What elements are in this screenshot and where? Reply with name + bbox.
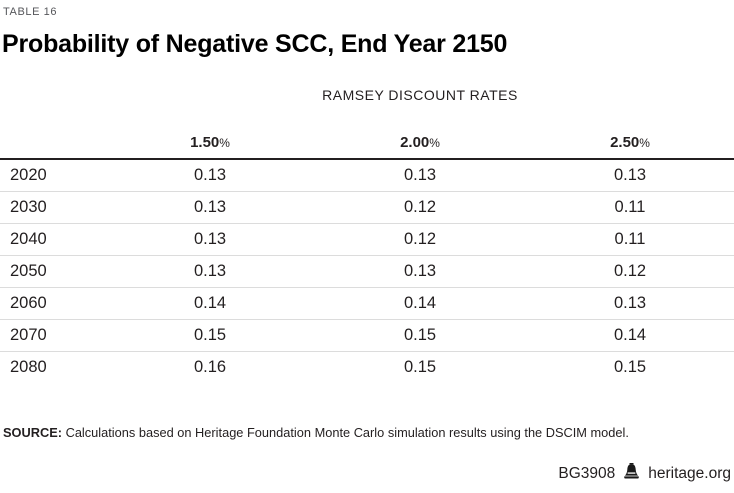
column-header-rate-3: 2.50% xyxy=(525,126,734,160)
row-year: 2050 xyxy=(0,255,105,288)
cell-value: 0.14 xyxy=(525,319,734,352)
cell-value: 0.13 xyxy=(525,158,734,192)
table-row: 2070 0.15 0.15 0.14 xyxy=(0,319,734,352)
footer: BG3908 heritage.org xyxy=(558,463,731,485)
percent-sign: % xyxy=(219,135,230,150)
cell-value: 0.14 xyxy=(105,287,315,320)
cell-value: 0.13 xyxy=(105,158,315,192)
group-header: RAMSEY DISCOUNT RATES xyxy=(322,86,518,103)
cell-value: 0.12 xyxy=(315,191,525,224)
cell-value: 0.11 xyxy=(525,223,734,256)
page-title: Probability of Negative SCC, End Year 21… xyxy=(2,30,508,58)
row-year: 2020 xyxy=(0,158,105,192)
table-number-label: TABLE 16 xyxy=(3,6,58,18)
rate-value: 2.00 xyxy=(400,133,430,151)
table-row: 2050 0.13 0.13 0.12 xyxy=(0,255,734,288)
cell-value: 0.15 xyxy=(105,319,315,352)
percent-sign: % xyxy=(639,135,650,150)
cell-value: 0.12 xyxy=(525,255,734,288)
row-year: 2060 xyxy=(0,287,105,320)
cell-value: 0.13 xyxy=(105,191,315,224)
cell-value: 0.13 xyxy=(315,255,525,288)
cell-value: 0.13 xyxy=(315,158,525,192)
source-text: Calculations based on Heritage Foundatio… xyxy=(65,424,629,440)
cell-value: 0.15 xyxy=(403,357,437,376)
site-link: heritage.org xyxy=(648,465,731,482)
row-year: 2040 xyxy=(0,223,105,256)
table-row: 2020 0.13 0.13 0.13 xyxy=(0,158,734,192)
source-note: SOURCE: Calculations based on Heritage F… xyxy=(3,425,734,440)
rate-value: 1.50 xyxy=(190,133,220,151)
row-year: 2080 xyxy=(10,357,47,376)
column-header-rate-1: 1.50% xyxy=(105,126,315,160)
table-row: 2080 0.16 0.15 0.15 xyxy=(0,351,734,383)
column-header-spacer xyxy=(0,126,105,160)
group-header-spacer xyxy=(0,87,105,127)
cell-value: 0.13 xyxy=(525,287,734,320)
cell-value: 0.12 xyxy=(315,223,525,256)
rate-value: 2.50 xyxy=(610,133,640,151)
cell-value: 0.13 xyxy=(105,255,315,288)
cell-value: 0.15 xyxy=(613,357,647,376)
cell-value: 0.13 xyxy=(105,223,315,256)
cell-value: 0.11 xyxy=(525,191,734,224)
column-header-row: 1.50% 2.00% 2.50% xyxy=(0,126,734,160)
column-header-rate-2: 2.00% xyxy=(315,126,525,160)
liberty-bell-icon xyxy=(622,463,641,485)
cell-value: 0.15 xyxy=(315,319,525,352)
table-row: 2030 0.13 0.12 0.11 xyxy=(0,191,734,224)
row-year: 2070 xyxy=(0,319,105,352)
source-label: SOURCE: xyxy=(3,424,63,440)
scc-probability-table: RAMSEY DISCOUNT RATES 1.50% 2.00% 2.50% … xyxy=(0,87,734,383)
document-code: BG3908 xyxy=(558,465,616,482)
cell-value: 0.16 xyxy=(193,357,227,376)
group-header-row: RAMSEY DISCOUNT RATES xyxy=(0,87,734,127)
cell-value: 0.14 xyxy=(315,287,525,320)
table-row: 2060 0.14 0.14 0.13 xyxy=(0,287,734,320)
table-row: 2040 0.13 0.12 0.11 xyxy=(0,223,734,256)
row-year: 2030 xyxy=(0,191,105,224)
percent-sign: % xyxy=(429,135,440,150)
